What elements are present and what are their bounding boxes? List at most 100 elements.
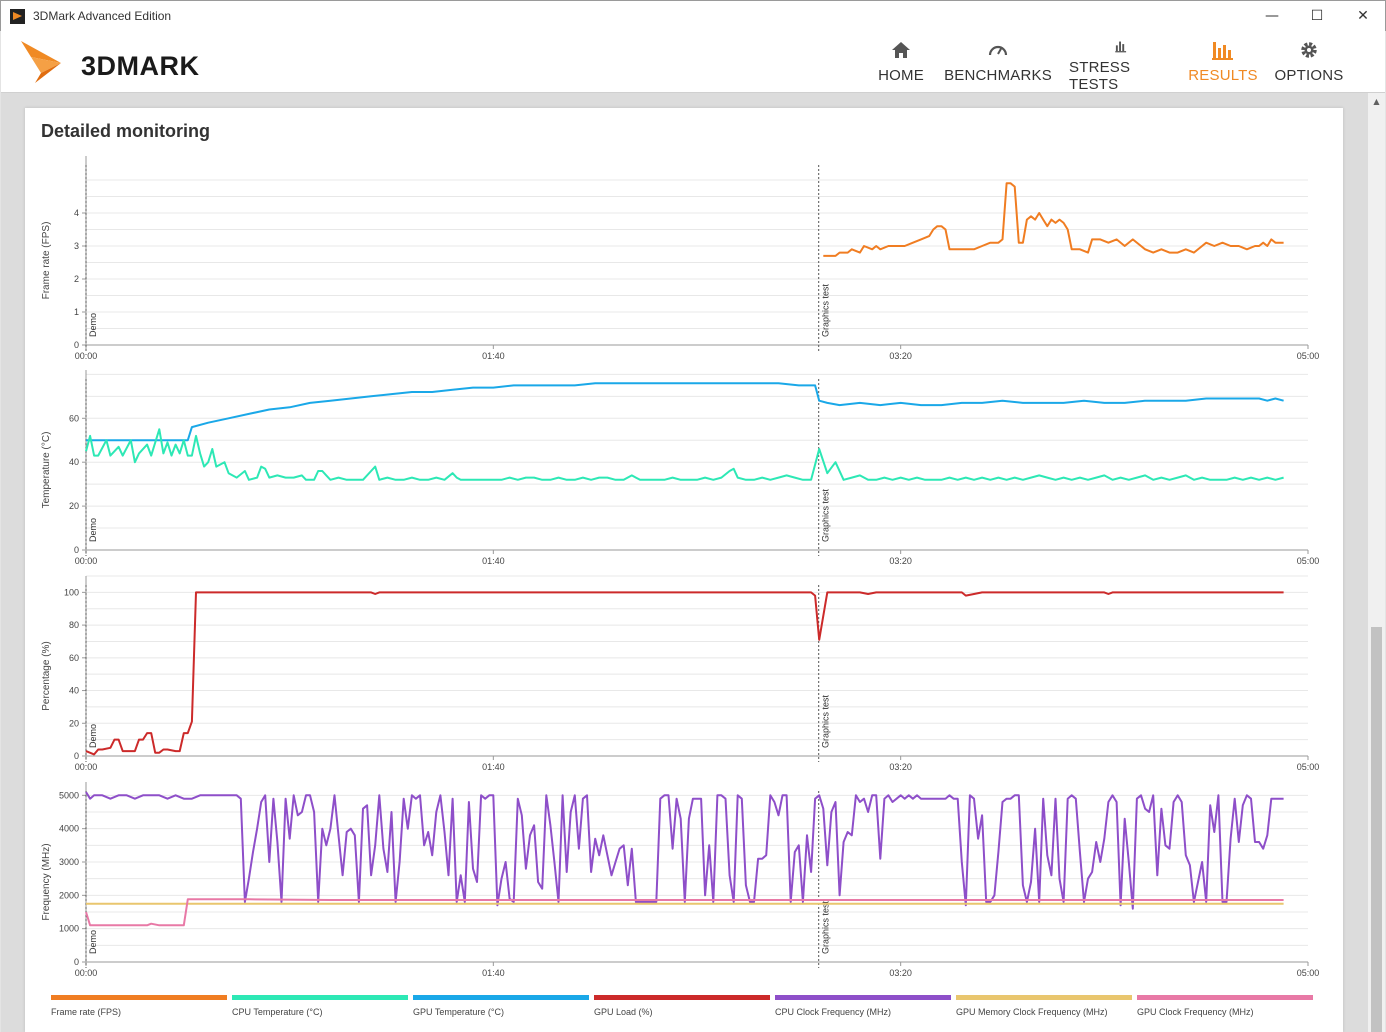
y-tick-label: 1 (74, 307, 79, 317)
gear-icon (1298, 39, 1320, 61)
chart-panel-0: 0 1 2 3 4 00:00 01:40 03:20 05:00 Frame rate (FPS… (41, 156, 1319, 361)
section-marker-label: Demo (88, 724, 98, 748)
title-bar: 3DMark Advanced Edition — ☐ ✕ (0, 0, 1386, 31)
nav-benchmarks[interactable]: BENCHMARKS (945, 31, 1051, 93)
y-tick-label: 40 (69, 686, 79, 696)
logo-text: 3DMARK (81, 51, 200, 82)
gauge-icon (987, 39, 1009, 61)
series-line-gpu-temp (86, 383, 1284, 440)
y-tick-label: 0 (74, 957, 79, 967)
scroll-thumb[interactable] (1371, 627, 1382, 1032)
nav-options[interactable]: OPTIONS (1273, 31, 1345, 93)
x-tick-label: 01:40 (482, 968, 505, 978)
legend-swatch (232, 995, 408, 1000)
y-tick-label: 0 (74, 751, 79, 761)
legend-swatch (775, 995, 951, 1000)
legend-swatch (1137, 995, 1313, 1000)
x-tick-label: 01:40 (482, 351, 505, 361)
minimize-button[interactable]: — (1249, 1, 1295, 31)
y-tick-label: 2000 (59, 890, 79, 900)
bar-chart-icon (1110, 39, 1132, 53)
detailed-monitoring-card: Detailed monitoring 0 1 2 3 4 00:00 01:40 03:20… (25, 108, 1343, 1032)
y-tick-label: 3 (74, 241, 79, 251)
y-tick-label: 5000 (59, 790, 79, 800)
chart-panel-1: 0 20 40 60 00:00 01:40 03:20 05:00 Temperature (… (41, 370, 1319, 566)
section-marker-label: Demo (88, 313, 98, 337)
monitoring-charts: 0 1 2 3 4 00:00 01:40 03:20 05:00 Frame rate (FPS… (25, 108, 1343, 1032)
y-tick-label: 100 (64, 587, 79, 597)
legend-item[interactable]: GPU Clock Frequency (MHz) (1137, 995, 1313, 1017)
legend-label: CPU Clock Frequency (MHz) (775, 1007, 891, 1017)
results-icon (1211, 39, 1235, 61)
window-title: 3DMark Advanced Edition (33, 9, 171, 23)
x-tick-label: 03:20 (889, 762, 912, 772)
nav-results[interactable]: RESULTS (1189, 31, 1257, 93)
legend-item[interactable]: GPU Memory Clock Frequency (MHz) (956, 995, 1132, 1017)
y-tick-label: 0 (74, 340, 79, 350)
nav-home-label: HOME (878, 67, 924, 84)
y-axis-label: Temperature (°C) (41, 432, 52, 509)
y-tick-label: 1000 (59, 924, 79, 934)
x-tick-label: 00:00 (75, 351, 98, 361)
x-tick-label: 01:40 (482, 762, 505, 772)
y-tick-label: 40 (69, 457, 79, 467)
x-tick-label: 03:20 (889, 556, 912, 566)
chart-panel-2: 0 20 40 60 80 100 00:00 01:40 03:20 05:00 Percenta… (41, 576, 1319, 772)
x-tick-label: 03:20 (889, 968, 912, 978)
section-marker-label: Demo (88, 518, 98, 542)
series-line-cpu-clock (86, 792, 1284, 909)
legend-item[interactable]: GPU Temperature (°C) (413, 995, 589, 1017)
nav-home[interactable]: HOME (869, 31, 933, 93)
nav-stress-tests[interactable]: STRESS TESTS (1069, 31, 1173, 93)
y-tick-label: 3000 (59, 857, 79, 867)
x-tick-label: 03:20 (889, 351, 912, 361)
vertical-scrollbar[interactable]: ▲ (1368, 93, 1385, 1032)
section-marker-label: Graphics test (821, 694, 831, 748)
series-line-gpu-load (86, 592, 1284, 754)
y-tick-label: 80 (69, 620, 79, 630)
close-button[interactable]: ✕ (1340, 1, 1386, 31)
legend-label: CPU Temperature (°C) (232, 1007, 322, 1017)
section-marker-label: Graphics test (821, 283, 831, 337)
nav-benchmarks-label: BENCHMARKS (944, 67, 1052, 84)
y-tick-label: 2 (74, 274, 79, 284)
x-tick-label: 00:00 (75, 556, 98, 566)
legend-swatch (413, 995, 589, 1000)
logo-mark-icon (19, 37, 79, 87)
legend-label: GPU Clock Frequency (MHz) (1137, 1007, 1254, 1017)
app-icon (10, 9, 25, 24)
x-tick-label: 05:00 (1297, 968, 1320, 978)
x-tick-label: 00:00 (75, 762, 98, 772)
3dmark-logo[interactable]: 3DMARK (19, 37, 229, 85)
scroll-up-arrow-icon[interactable]: ▲ (1368, 93, 1385, 110)
legend-item[interactable]: Frame rate (FPS) (51, 995, 227, 1017)
x-tick-label: 05:00 (1297, 351, 1320, 361)
x-tick-label: 00:00 (75, 968, 98, 978)
chart-panel-3: 0 1000 2000 3000 4000 5000 00:00 01:40 03:20 05:0… (41, 782, 1319, 978)
x-tick-label: 01:40 (482, 556, 505, 566)
home-icon (890, 39, 912, 61)
legend-item[interactable]: GPU Load (%) (594, 995, 770, 1017)
y-tick-label: 60 (69, 653, 79, 663)
legend-item[interactable]: CPU Temperature (°C) (232, 995, 408, 1017)
nav-options-label: OPTIONS (1275, 67, 1344, 84)
legend-swatch (51, 995, 227, 1000)
y-tick-label: 4 (74, 208, 79, 218)
nav-results-label: RESULTS (1188, 67, 1257, 84)
legend-label: GPU Load (%) (594, 1007, 653, 1017)
app-header: 3DMARK HOME BENCHMARKS STRESS TESTS RESU… (1, 31, 1385, 93)
legend-swatch (956, 995, 1132, 1000)
legend-label: Frame rate (FPS) (51, 1007, 121, 1017)
section-marker-label: Graphics test (821, 900, 831, 954)
legend-swatch (594, 995, 770, 1000)
legend-label: GPU Temperature (°C) (413, 1007, 504, 1017)
legend-item[interactable]: CPU Clock Frequency (MHz) (775, 995, 951, 1017)
maximize-button[interactable]: ☐ (1294, 1, 1340, 31)
y-axis-label: Frame rate (FPS) (41, 222, 52, 300)
y-tick-label: 20 (69, 501, 79, 511)
y-tick-label: 60 (69, 413, 79, 423)
y-tick-label: 0 (74, 545, 79, 555)
x-tick-label: 05:00 (1297, 762, 1320, 772)
section-marker-label: Demo (88, 930, 98, 954)
x-tick-label: 05:00 (1297, 556, 1320, 566)
